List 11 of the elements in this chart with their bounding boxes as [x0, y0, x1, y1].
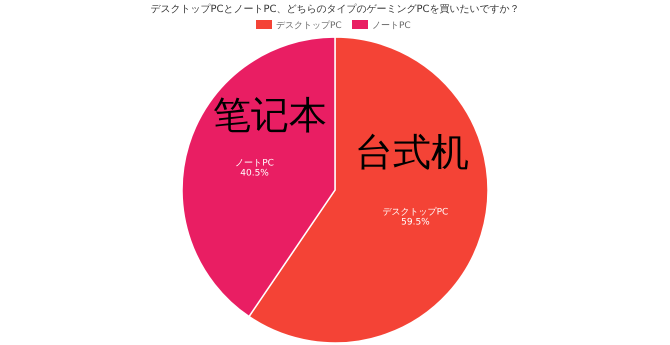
legend-label: デスクトップPC [276, 20, 342, 31]
legend-item: ノートPC [352, 20, 411, 31]
slice-label: ノートPC [235, 158, 274, 168]
legend-item: デスクトップPC [256, 20, 342, 31]
text: 笔记本 [213, 93, 327, 137]
data-label: 59.5% [401, 218, 430, 228]
legend-label: ノートPC [372, 21, 411, 31]
data-label: 40.5% [240, 168, 270, 178]
text: 台式机 [355, 130, 469, 174]
chart-title: デスクトップPCとノートPC、どちらのタイプのゲーミングPCを買いたいですか？ [150, 3, 520, 15]
slice-label: デスクトップPC [382, 206, 448, 218]
